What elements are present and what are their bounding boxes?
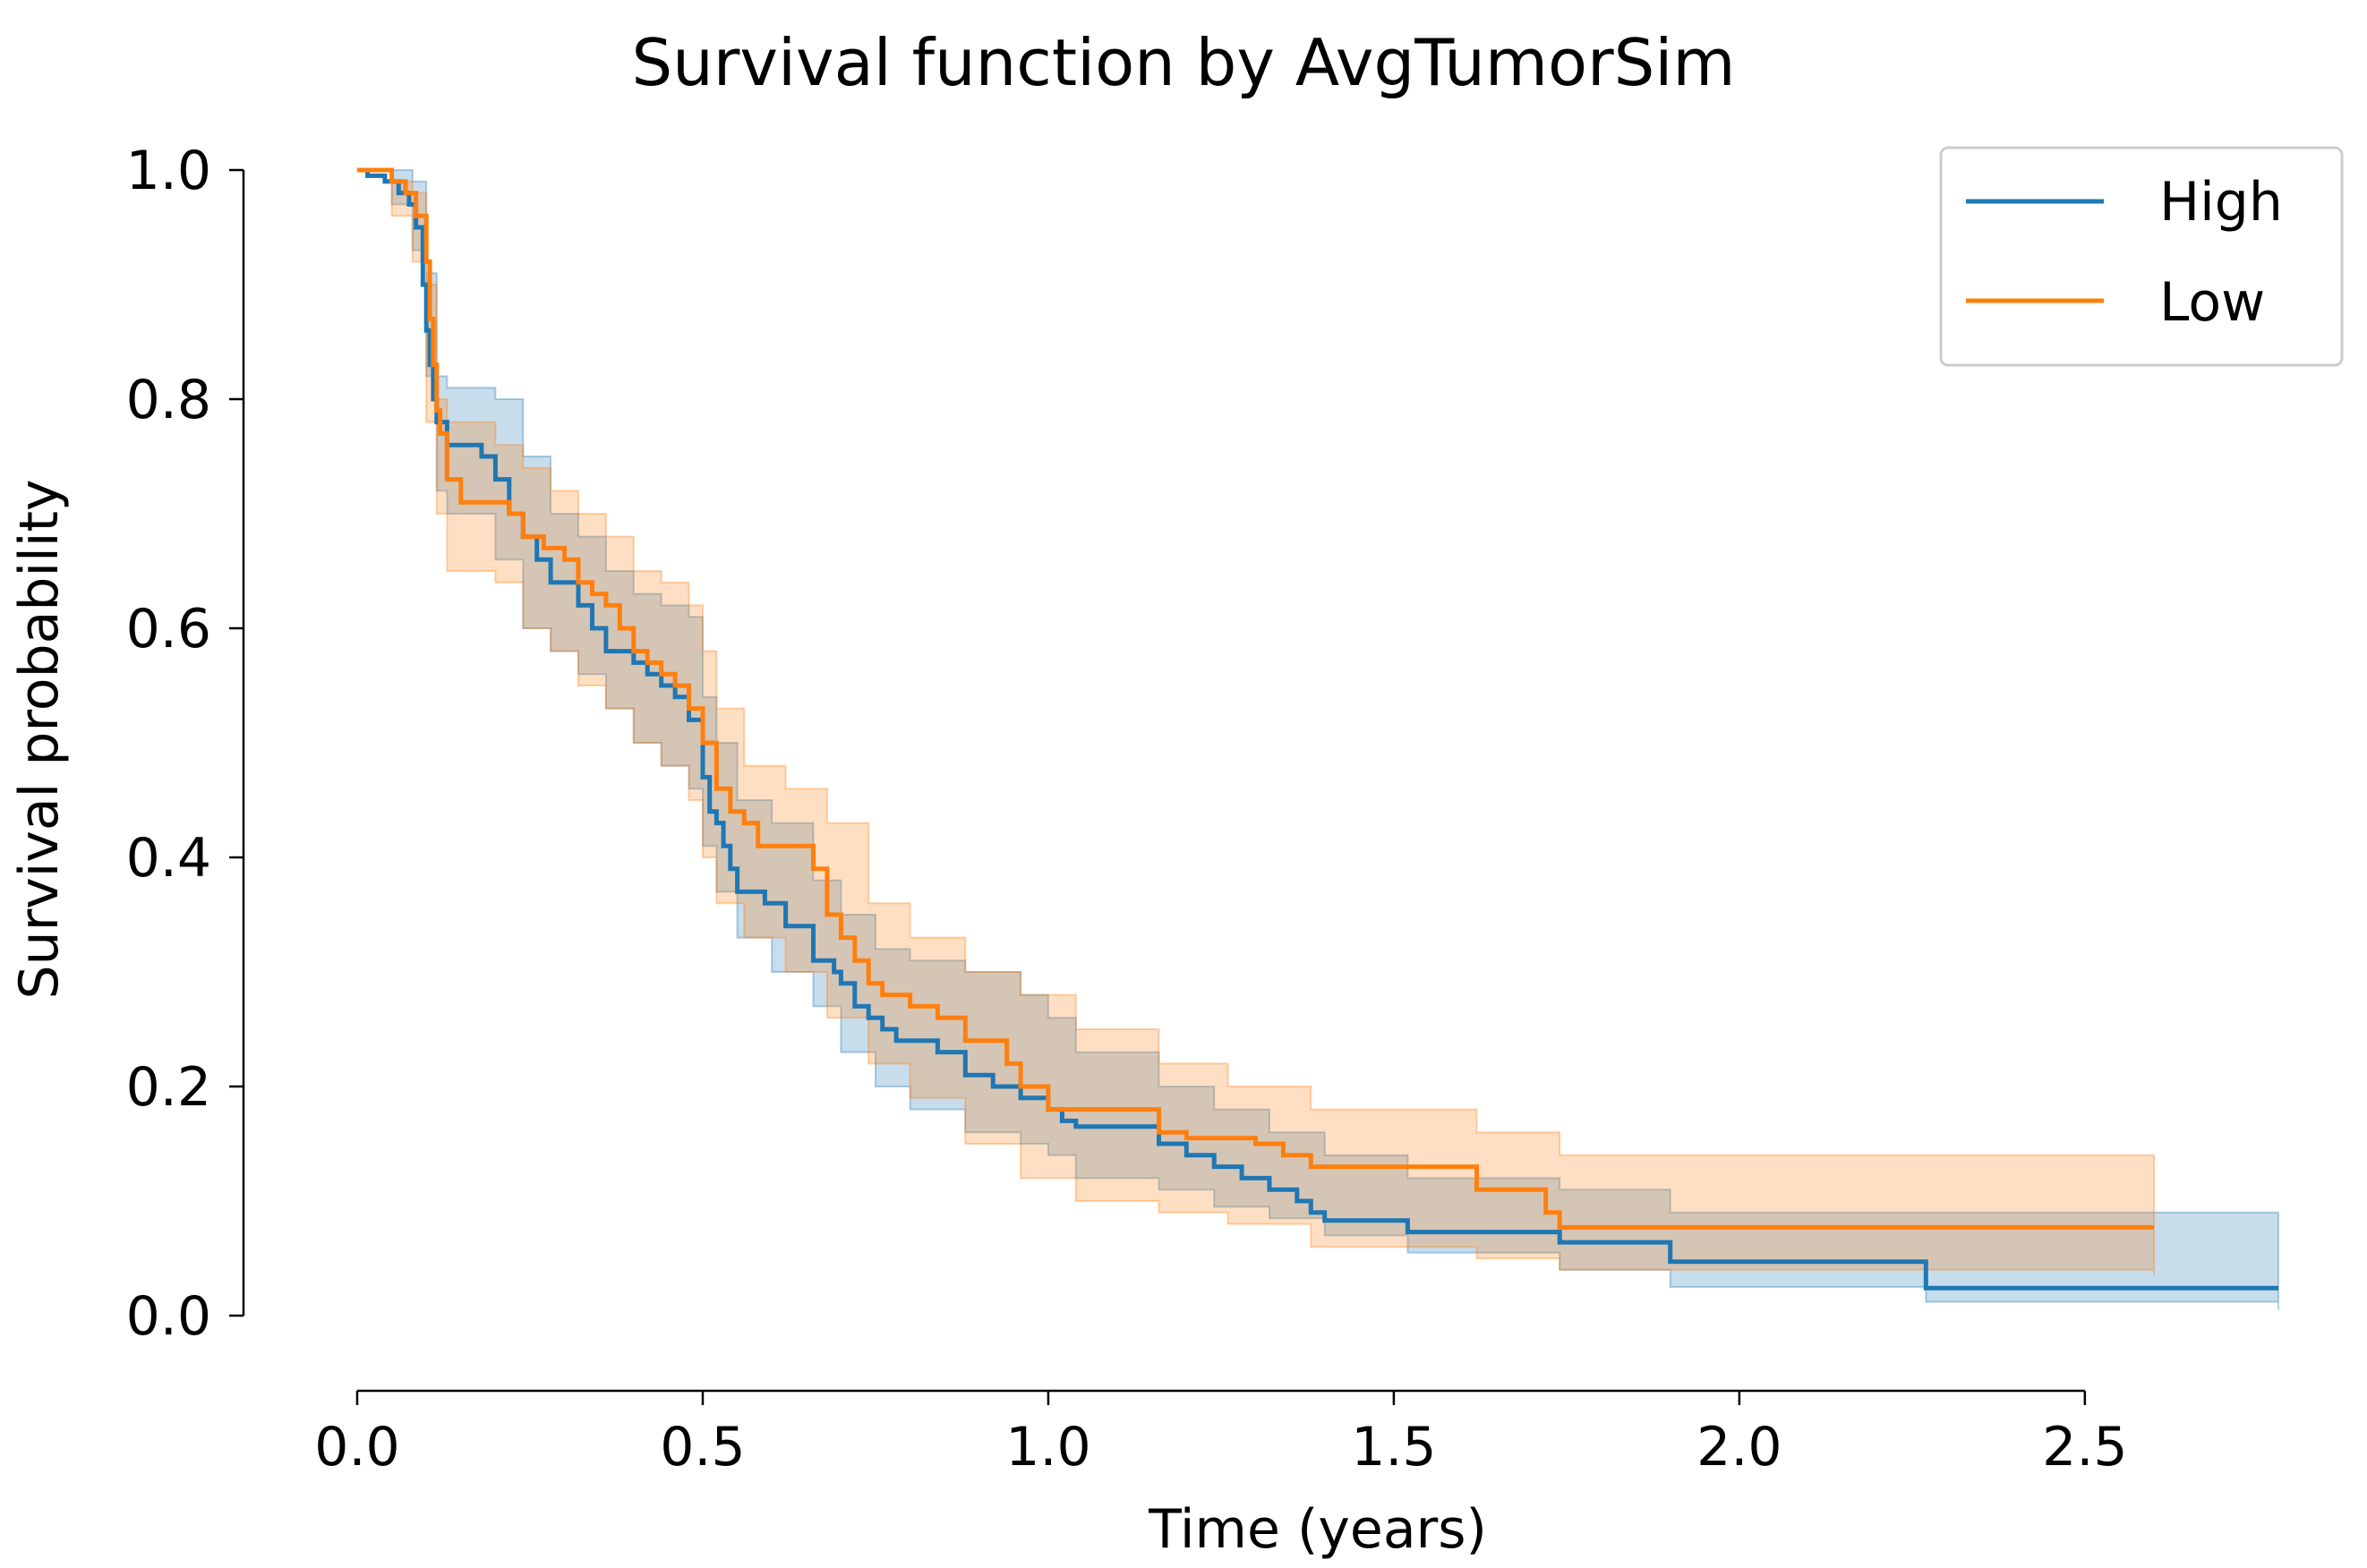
x-tick-label: 1.5 bbox=[1351, 1416, 1436, 1479]
x-axis-label: Time (years) bbox=[1148, 1498, 1487, 1561]
y-axis: 0.0 0.2 0.4 0.6 0.8 1.0 bbox=[126, 140, 245, 1348]
survival-line-high bbox=[357, 167, 2278, 1291]
x-tick-label: 0.5 bbox=[660, 1416, 745, 1479]
confidence-band-low bbox=[357, 169, 2156, 1276]
x-tick-label: 2.0 bbox=[1696, 1416, 1782, 1479]
survival-curves bbox=[357, 167, 2278, 1291]
y-axis-label: Survival probability bbox=[8, 479, 71, 999]
x-tick-label: 2.5 bbox=[2042, 1416, 2127, 1479]
y-tick-label: 1.0 bbox=[126, 140, 211, 202]
y-tick-label: 0.0 bbox=[126, 1285, 211, 1348]
y-tick-label: 0.4 bbox=[126, 827, 211, 890]
x-tick-label: 0.0 bbox=[314, 1416, 399, 1479]
confidence-bands bbox=[357, 169, 2279, 1310]
x-axis: 0.0 0.5 1.0 1.5 2.0 2.5 bbox=[314, 1389, 2128, 1479]
legend: High Low bbox=[1939, 146, 2344, 367]
x-tick-label: 1.0 bbox=[1005, 1416, 1090, 1479]
legend-label-high: High bbox=[2159, 171, 2283, 234]
confidence-band-high bbox=[357, 169, 2279, 1310]
y-tick-label: 0.6 bbox=[126, 598, 211, 660]
chart-title: Survival function by AvgTumorSim bbox=[631, 25, 1735, 100]
y-tick-label: 0.8 bbox=[126, 369, 211, 431]
survival-line-low bbox=[357, 167, 2155, 1230]
y-tick-label: 0.2 bbox=[126, 1056, 211, 1119]
legend-label-low: Low bbox=[2159, 271, 2265, 334]
